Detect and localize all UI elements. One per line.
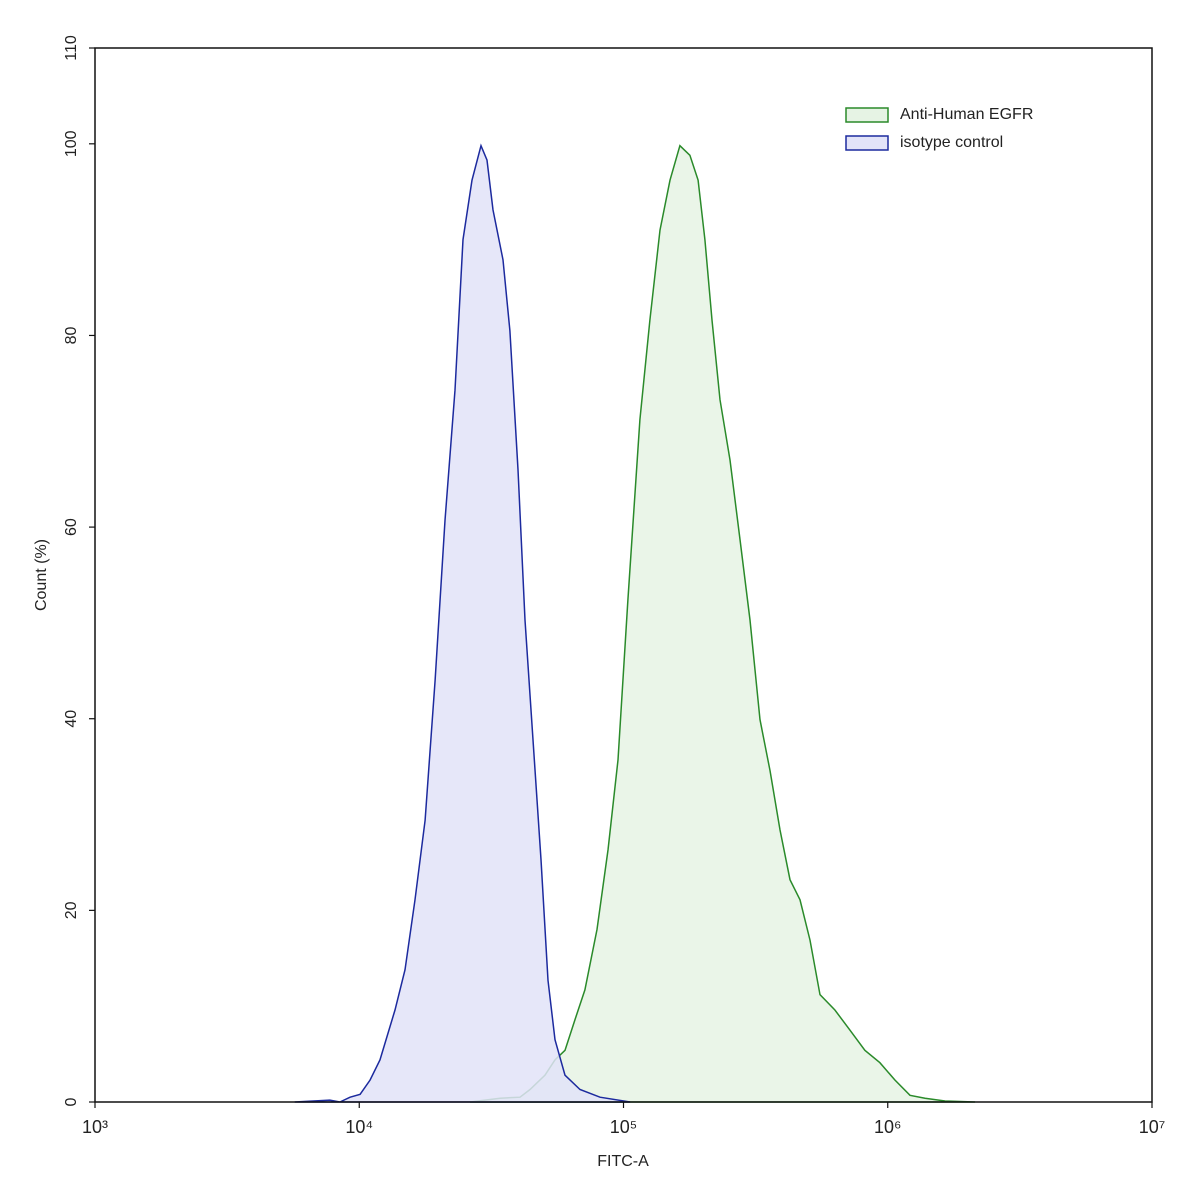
legend-swatch <box>845 135 889 151</box>
histogram-area <box>469 144 976 1103</box>
y-tick-label: 40 <box>63 710 80 728</box>
y-tick-label: 60 <box>63 518 80 536</box>
x-tick-label: 10⁵ <box>610 1117 637 1137</box>
legend-label: isotype control <box>900 134 1003 151</box>
x-tick-label: 10⁷ <box>1139 1117 1166 1137</box>
y-tick-label: 100 <box>63 130 80 157</box>
y-tick-label: 20 <box>63 901 80 919</box>
x-tick-label: 10⁴ <box>345 1117 373 1137</box>
legend-swatch <box>845 107 889 123</box>
y-tick-label: 80 <box>63 326 80 344</box>
x-axis-title: FITC-A <box>597 1153 649 1170</box>
y-tick-label: 0 <box>63 1097 80 1106</box>
x-tick-label: 10⁶ <box>874 1117 901 1137</box>
y-axis-title: Count (%) <box>33 539 50 611</box>
y-tick-label: 110 <box>63 35 80 61</box>
legend-label: Anti-Human EGFR <box>900 106 1033 123</box>
x-tick-label: 10³ <box>82 1117 108 1137</box>
histogram-area <box>294 143 631 1103</box>
